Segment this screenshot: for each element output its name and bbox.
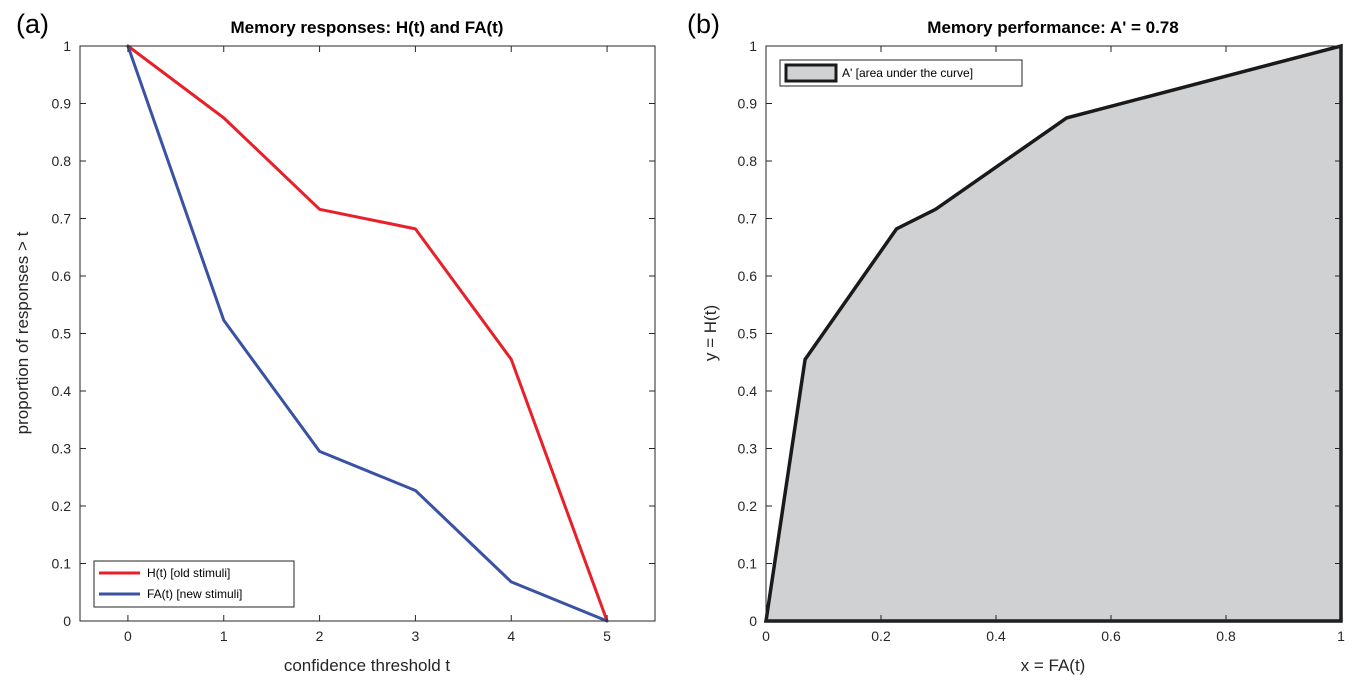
panel-a-ytick-label: 0.4 xyxy=(52,383,72,399)
panel-a: (a) Memory responses: H(t) and FA(t) 0 1 2… xyxy=(13,9,656,675)
panel-b-ytick-label: 0.5 xyxy=(738,326,758,342)
panel-a-axes-box xyxy=(79,45,656,622)
panel-b-ytick-label: 0.9 xyxy=(738,96,758,112)
panel-b-xtick-label: 0.4 xyxy=(986,628,1006,644)
panel-b-ytick-label: 0.4 xyxy=(738,383,758,399)
panel-b-ytick-label: 0.7 xyxy=(738,211,758,227)
panel-a-ytick-label: 0 xyxy=(63,613,71,629)
panel-a-ticks: 0 1 2 3 4 5 0 0.1 0.2 0.3 0.4 0.5 0.6 0.7 0.8 0.9 1 xyxy=(52,38,655,644)
panel-a-legend: H(t) [old stimuli] FA(t) [new stimuli] xyxy=(93,560,295,608)
panel-b-xlabel: x = FA(t) xyxy=(1021,656,1086,675)
series-line-fa xyxy=(126,44,609,623)
panel-b-ytick-label: 0 xyxy=(749,613,757,629)
panel-a-ytick-label: 0.5 xyxy=(52,326,72,342)
legend-label-h: H(t) [old stimuli] xyxy=(147,566,230,580)
legend-swatch-auc xyxy=(784,63,838,83)
panel-a-ytick-label: 0.3 xyxy=(52,441,72,457)
panel-b-title: Memory performance: A' = 0.78 xyxy=(927,18,1178,37)
series-line-h xyxy=(126,44,609,623)
panel-a-xtick-label: 3 xyxy=(412,628,420,644)
panel-a-ytick-label: 0.8 xyxy=(52,153,72,169)
panel-b-xtick-label: 1 xyxy=(1337,628,1345,644)
panel-b-ylabel: y = H(t) xyxy=(701,305,720,361)
panel-a-ytick-label: 0.9 xyxy=(52,96,72,112)
panel-b-legend: A' [area under the curve] xyxy=(779,59,1023,87)
panel-a-xtick-label: 2 xyxy=(316,628,324,644)
panel-a-letter: (a) xyxy=(16,9,49,39)
panel-a-xtick-label: 5 xyxy=(603,628,611,644)
panel-b-letter: (b) xyxy=(687,9,720,39)
panel-a-ytick-label: 0.7 xyxy=(52,211,72,227)
legend-label-auc: A' [area under the curve] xyxy=(842,66,973,80)
panel-a-marks xyxy=(126,44,609,623)
panel-b-ticks: 0 0.2 0.4 0.6 0.8 1 0 0.1 0.2 0.3 0.4 0.5 0.6 0.7 0.8 0… xyxy=(738,38,1346,644)
panel-a-xlabel: confidence threshold t xyxy=(284,656,451,675)
panel-b-xtick-label: 0.8 xyxy=(1216,628,1236,644)
panel-a-xtick-label: 1 xyxy=(220,628,228,644)
panel-a-xtick-label: 4 xyxy=(507,628,515,644)
panel-b-ytick-label: 0.6 xyxy=(738,268,758,284)
panel-b-xtick-label: 0.6 xyxy=(1101,628,1121,644)
panel-a-ytick-label: 0.1 xyxy=(52,556,72,572)
panel-a-legend-box xyxy=(93,560,295,608)
panel-a-ytick-label: 0.2 xyxy=(52,498,72,514)
panel-b-ytick-label: 0.2 xyxy=(738,498,758,514)
panel-a-ytick-label: 0.6 xyxy=(52,268,72,284)
panel-b-xtick-label: 0.2 xyxy=(871,628,891,644)
panel-b: (b) Memory performance: A' = 0.78 0 0.2 0.… xyxy=(687,9,1345,675)
panel-a-ylabel: proportion of responses > t xyxy=(13,231,32,434)
panel-a-xtick-label: 0 xyxy=(124,628,132,644)
auc-area xyxy=(763,43,1343,623)
panel-b-ytick-label: 0.3 xyxy=(738,441,758,457)
panel-a-title: Memory responses: H(t) and FA(t) xyxy=(231,18,504,37)
panel-b-ytick-label: 0.1 xyxy=(738,556,758,572)
panel-b-ytick-label: 1 xyxy=(749,38,757,54)
panel-b-xtick-label: 0 xyxy=(762,628,770,644)
panel-a-ytick-label: 1 xyxy=(63,38,71,54)
panel-b-marks xyxy=(763,43,1343,623)
panel-b-ytick-label: 0.8 xyxy=(738,153,758,169)
legend-label-fa: FA(t) [new stimuli] xyxy=(147,587,242,601)
